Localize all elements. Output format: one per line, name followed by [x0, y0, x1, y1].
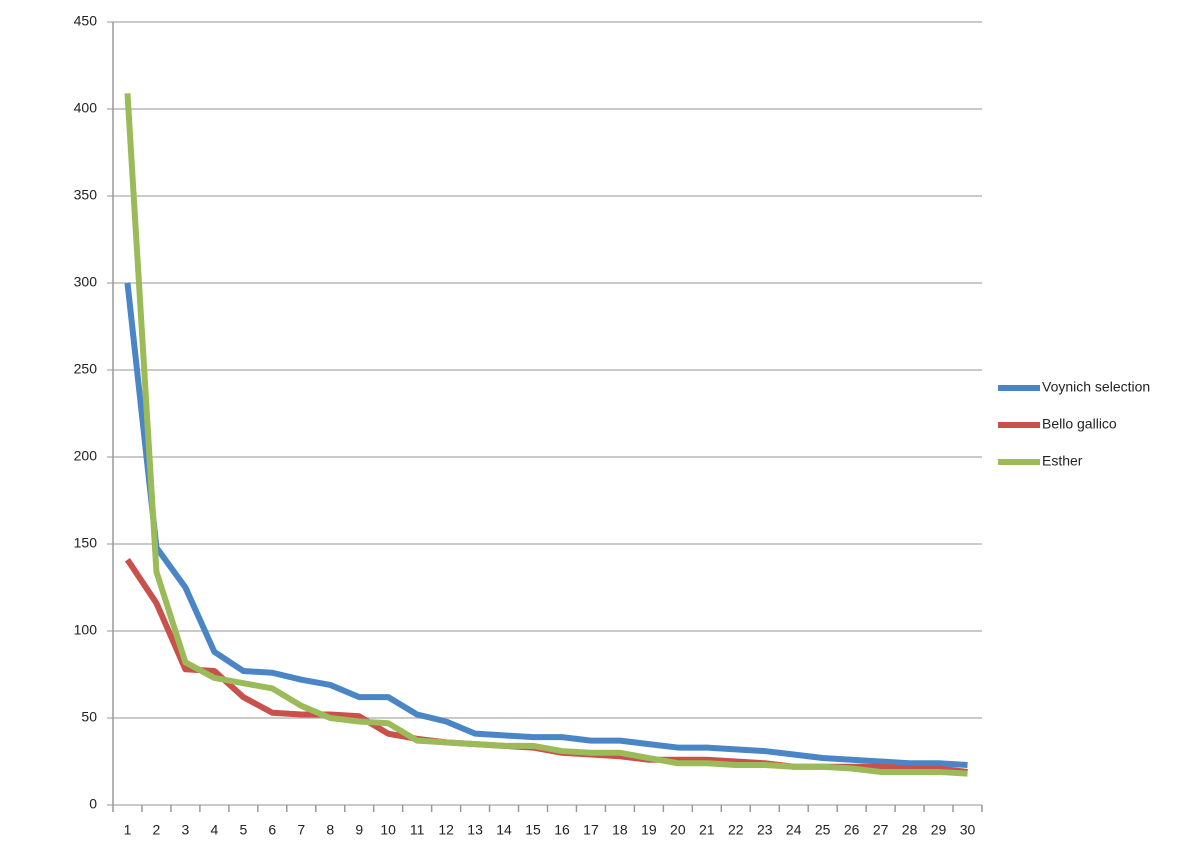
- y-tick-label: 350: [74, 187, 98, 203]
- y-tick-label: 250: [74, 361, 98, 377]
- x-tick-label: 25: [815, 822, 831, 838]
- x-tick-label: 17: [583, 822, 599, 838]
- x-tick-label: 13: [467, 822, 483, 838]
- x-tick-label: 1: [124, 822, 132, 838]
- x-tick-label: 24: [786, 822, 802, 838]
- x-tick-label: 30: [960, 822, 976, 838]
- series-line: [124, 93, 968, 777]
- x-tick-label: 3: [182, 822, 190, 838]
- y-tick-label: 50: [81, 709, 97, 725]
- x-tick-label: 19: [641, 822, 657, 838]
- x-tick-label: 28: [902, 822, 918, 838]
- x-tick-label: 18: [612, 822, 628, 838]
- y-tick-label: 200: [74, 448, 98, 464]
- x-tick-label: 21: [699, 822, 715, 838]
- legend-label: Bello gallico: [1042, 416, 1117, 432]
- x-tick-label: 6: [268, 822, 276, 838]
- x-tick-label: 26: [844, 822, 860, 838]
- x-tick-label: 9: [355, 822, 363, 838]
- x-tick-label: 29: [931, 822, 947, 838]
- x-tick-label: 5: [239, 822, 247, 838]
- legend-label: Esther: [1042, 453, 1083, 469]
- y-tick-label: 100: [74, 622, 98, 638]
- legend-label: Voynich selection: [1042, 379, 1150, 395]
- x-tick-label: 12: [438, 822, 454, 838]
- y-tick-label: 150: [74, 535, 98, 551]
- x-tick-label: 10: [380, 822, 396, 838]
- x-tick-label: 22: [728, 822, 744, 838]
- y-tick-label: 400: [74, 100, 98, 116]
- y-tick-label: 450: [74, 13, 98, 29]
- x-tick-label: 16: [554, 822, 570, 838]
- y-tick-label: 0: [89, 796, 97, 812]
- x-tick-label: 4: [210, 822, 218, 838]
- x-tick-label: 15: [525, 822, 541, 838]
- series-line: [124, 282, 968, 768]
- x-tick-label: 2: [153, 822, 161, 838]
- x-tick-label: 7: [297, 822, 305, 838]
- x-tick-label: 23: [757, 822, 773, 838]
- y-tick-label: 300: [74, 274, 98, 290]
- x-tick-label: 27: [873, 822, 889, 838]
- x-tick-label: 14: [496, 822, 512, 838]
- x-tick-label: 8: [326, 822, 334, 838]
- x-tick-label: 20: [670, 822, 686, 838]
- x-tick-label: 11: [410, 822, 425, 838]
